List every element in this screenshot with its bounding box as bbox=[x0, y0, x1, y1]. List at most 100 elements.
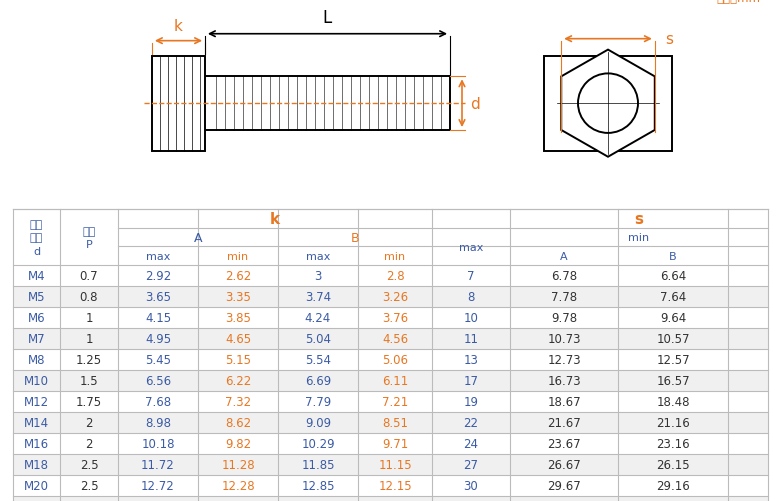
Text: max: max bbox=[306, 252, 330, 262]
Text: 2.5: 2.5 bbox=[79, 458, 98, 471]
Text: 16.57: 16.57 bbox=[656, 375, 690, 388]
Text: min: min bbox=[227, 252, 248, 262]
Text: M22: M22 bbox=[24, 500, 49, 501]
Text: 9.71: 9.71 bbox=[382, 437, 408, 450]
Text: 11.72: 11.72 bbox=[141, 458, 175, 471]
Bar bbox=[13, 475, 768, 496]
Text: 螺纹
P: 螺纹 P bbox=[82, 226, 96, 249]
Bar bbox=[13, 433, 768, 454]
Text: M18: M18 bbox=[24, 458, 49, 471]
Text: A: A bbox=[194, 231, 202, 244]
Text: 2: 2 bbox=[86, 416, 93, 429]
Text: 3: 3 bbox=[314, 270, 321, 283]
Text: M20: M20 bbox=[24, 479, 49, 492]
Bar bbox=[13, 454, 768, 475]
Text: 26.15: 26.15 bbox=[656, 458, 690, 471]
Text: 1.5: 1.5 bbox=[79, 375, 98, 388]
Text: 26.67: 26.67 bbox=[547, 458, 581, 471]
Text: 1: 1 bbox=[86, 333, 93, 346]
Bar bbox=[13, 350, 768, 371]
Text: 3.35: 3.35 bbox=[225, 291, 251, 304]
Text: 27: 27 bbox=[464, 458, 478, 471]
Text: 8.51: 8.51 bbox=[382, 416, 408, 429]
Text: min: min bbox=[384, 252, 405, 262]
Text: 11.28: 11.28 bbox=[221, 458, 255, 471]
Bar bbox=[544, 57, 672, 151]
Text: L: L bbox=[323, 9, 332, 27]
Text: 2.62: 2.62 bbox=[225, 270, 251, 283]
Text: 18.48: 18.48 bbox=[657, 396, 690, 408]
Text: 1: 1 bbox=[86, 312, 93, 325]
Text: 5.06: 5.06 bbox=[382, 354, 408, 367]
Text: 14.22: 14.22 bbox=[141, 500, 175, 501]
Text: 5.15: 5.15 bbox=[225, 354, 251, 367]
Text: 31: 31 bbox=[665, 500, 681, 501]
Text: 10.73: 10.73 bbox=[547, 333, 580, 346]
Text: s: s bbox=[635, 212, 643, 227]
Bar bbox=[13, 329, 768, 350]
Text: max: max bbox=[145, 252, 170, 262]
Text: 31.61: 31.61 bbox=[547, 500, 581, 501]
Text: M4: M4 bbox=[28, 270, 45, 283]
Text: 11.85: 11.85 bbox=[301, 458, 335, 471]
Text: 0.7: 0.7 bbox=[79, 270, 98, 283]
Text: 12.57: 12.57 bbox=[656, 354, 690, 367]
Text: 3.76: 3.76 bbox=[382, 312, 408, 325]
Text: 4.56: 4.56 bbox=[382, 333, 408, 346]
Text: 2.5: 2.5 bbox=[79, 479, 98, 492]
Text: M5: M5 bbox=[28, 291, 45, 304]
Text: 6.64: 6.64 bbox=[660, 270, 686, 283]
Text: 9.78: 9.78 bbox=[551, 312, 577, 325]
Text: M14: M14 bbox=[24, 416, 49, 429]
Text: M16: M16 bbox=[24, 437, 49, 450]
Text: s: s bbox=[664, 32, 673, 47]
Text: 32: 32 bbox=[464, 500, 478, 501]
Text: A: A bbox=[560, 252, 568, 262]
Text: 12.28: 12.28 bbox=[221, 479, 255, 492]
Bar bbox=[13, 266, 768, 287]
Text: 8.62: 8.62 bbox=[225, 416, 251, 429]
Text: 12.72: 12.72 bbox=[141, 479, 175, 492]
Text: 9.64: 9.64 bbox=[660, 312, 686, 325]
Text: 16.73: 16.73 bbox=[547, 375, 581, 388]
Bar bbox=[204, 77, 450, 131]
Bar bbox=[13, 392, 768, 412]
Text: 9.09: 9.09 bbox=[305, 416, 331, 429]
Text: 3.65: 3.65 bbox=[145, 291, 171, 304]
Text: 9.82: 9.82 bbox=[225, 437, 251, 450]
Text: 6.78: 6.78 bbox=[551, 270, 577, 283]
Text: M12: M12 bbox=[24, 396, 49, 408]
Text: 3.26: 3.26 bbox=[382, 291, 408, 304]
Text: 18.67: 18.67 bbox=[547, 396, 581, 408]
Text: 1.25: 1.25 bbox=[76, 354, 102, 367]
Text: 13.65: 13.65 bbox=[378, 500, 412, 501]
Text: 8.98: 8.98 bbox=[145, 416, 171, 429]
Text: 12.15: 12.15 bbox=[378, 479, 412, 492]
Text: 10.18: 10.18 bbox=[142, 437, 175, 450]
Text: 7: 7 bbox=[468, 270, 475, 283]
Text: 5.54: 5.54 bbox=[305, 354, 331, 367]
Text: 公称
直径
d: 公称 直径 d bbox=[30, 220, 43, 256]
Text: 21.67: 21.67 bbox=[547, 416, 581, 429]
Text: 3.85: 3.85 bbox=[225, 312, 251, 325]
Text: 23.16: 23.16 bbox=[656, 437, 690, 450]
Text: 17: 17 bbox=[464, 375, 478, 388]
Text: 7.64: 7.64 bbox=[660, 291, 686, 304]
Text: 13: 13 bbox=[464, 354, 478, 367]
Text: 4.95: 4.95 bbox=[145, 333, 171, 346]
Text: 2.92: 2.92 bbox=[145, 270, 171, 283]
Bar bbox=[152, 57, 205, 151]
Text: k: k bbox=[270, 212, 280, 227]
Text: k: k bbox=[174, 19, 183, 34]
Text: 12.73: 12.73 bbox=[547, 354, 581, 367]
Text: 4.24: 4.24 bbox=[305, 312, 331, 325]
Text: 10: 10 bbox=[464, 312, 478, 325]
Text: 4.65: 4.65 bbox=[225, 333, 251, 346]
Text: M8: M8 bbox=[28, 354, 45, 367]
Text: 10.29: 10.29 bbox=[301, 437, 335, 450]
Text: 单位：mm: 单位：mm bbox=[716, 0, 760, 5]
Text: 4.15: 4.15 bbox=[145, 312, 171, 325]
Text: 5.45: 5.45 bbox=[145, 354, 171, 367]
Text: 29.16: 29.16 bbox=[656, 479, 690, 492]
Polygon shape bbox=[561, 51, 655, 157]
